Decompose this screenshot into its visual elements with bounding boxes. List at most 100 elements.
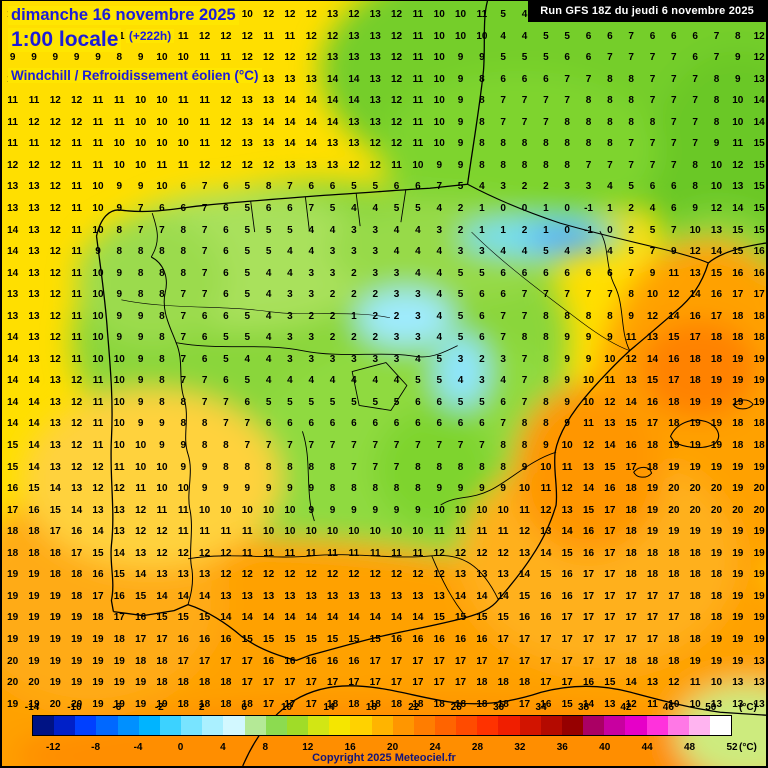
windchill-value: 16 — [540, 590, 552, 602]
windchill-value: 3 — [415, 289, 421, 301]
windchill-value: 13 — [561, 504, 573, 516]
coast-portugal-west — [95, 235, 115, 612]
windchill-value: 12 — [49, 289, 61, 301]
grid-row: 14 14 13 12 11 10 9 9 8 8 7 7 6 6 6 6 6 6 6 6 6 6 6 7 8 8 9 11 13 15 1… — [2, 418, 766, 430]
colorbar-segment — [159, 716, 182, 735]
windchill-value: 8 — [543, 159, 549, 171]
windchill-value: 13 — [753, 73, 765, 85]
windchill-value: 18 — [7, 547, 19, 559]
windchill-value: 14 — [327, 612, 339, 624]
windchill-value: 17 — [497, 655, 509, 667]
colorbar-segment — [54, 716, 76, 735]
windchill-value: 19 — [92, 655, 104, 667]
windchill-value: 13 — [646, 677, 659, 689]
windchill-value: 16 — [518, 612, 531, 624]
windchill-value: 19 — [7, 569, 19, 581]
windchill-value: 11 — [412, 95, 424, 107]
windchill-value: 17 — [369, 677, 381, 689]
windchill-value: 16 — [753, 246, 765, 258]
windchill-value: 17 — [135, 633, 147, 645]
windchill-value: 3 — [372, 224, 379, 236]
windchill-value: 12 — [71, 418, 83, 430]
windchill-value: 12 — [391, 52, 403, 64]
windchill-value: 12 — [625, 698, 637, 710]
windchill-value: 10 — [284, 504, 296, 516]
windchill-value: 4 — [393, 375, 400, 387]
windchill-value: 15 — [28, 483, 40, 495]
windchill-value: 5 — [415, 375, 421, 387]
windchill-value: 13 — [241, 95, 253, 107]
windchill-value: 9 — [457, 116, 464, 128]
windchill-value: 13 — [28, 224, 40, 236]
windchill-value: 7 — [564, 289, 570, 301]
windchill-value: 20 — [732, 504, 744, 516]
windchill-value: 17 — [49, 526, 61, 538]
windchill-value: 14 — [284, 138, 296, 150]
windchill-value: 11 — [412, 30, 424, 42]
windchill-value: 18 — [113, 633, 125, 645]
colorbar-tick-label: 42 — [620, 702, 632, 713]
windchill-value: 9 — [543, 440, 549, 451]
windchill-value: 12 — [220, 547, 232, 559]
windchill-value: 5 — [372, 181, 379, 193]
windchill-value: 12 — [327, 569, 339, 581]
windchill-value: 5 — [500, 52, 506, 64]
windchill-value: 8 — [479, 159, 485, 171]
windchill-value: 12 — [305, 52, 317, 64]
windchill-value: 5 — [372, 396, 379, 408]
windchill-value: 16 — [71, 526, 83, 538]
windchill-value: 18 — [668, 655, 680, 667]
windchill-value: 12 — [263, 159, 275, 171]
windchill-value: 8 — [713, 95, 720, 107]
windchill-value: 2 — [457, 224, 464, 236]
windchill-value: 10 — [454, 30, 467, 42]
windchill-value: 5 — [244, 310, 251, 322]
windchill-value: 10 — [220, 504, 232, 516]
windchill-value: 4 — [244, 353, 251, 365]
windchill-value: 2 — [628, 202, 634, 214]
windchill-value: 18 — [732, 418, 744, 430]
windchill-value: 12 — [220, 159, 232, 171]
windchill-value: 9 — [31, 52, 37, 64]
windchill-value: 13 — [284, 73, 296, 85]
windchill-value: 11 — [71, 246, 82, 258]
windchill-value: 3 — [393, 267, 400, 279]
windchill-value: 13 — [28, 202, 40, 214]
colorbar-tick-label: 12 — [302, 742, 314, 753]
windchill-value: 14 — [540, 547, 552, 559]
windchill-value: 8 — [543, 353, 549, 365]
windchill-value: 18 — [412, 698, 424, 710]
windchill-value: 10 — [263, 526, 275, 538]
windchill-value: 17 — [561, 633, 573, 645]
windchill-value: 12 — [263, 52, 275, 64]
windchill-value: 9 — [137, 375, 144, 387]
windchill-value: 18 — [646, 569, 659, 581]
windchill-value: 14 — [49, 483, 61, 495]
windchill-value: 19 — [28, 590, 40, 602]
windchill-value: 18 — [689, 633, 701, 645]
border-portugal — [150, 256, 193, 605]
windchill-value: 15 — [241, 633, 253, 645]
windchill-value: 8 — [287, 461, 293, 473]
windchill-value: 12 — [49, 202, 61, 214]
windchill-value: 14 — [561, 526, 573, 538]
windchill-value: 13 — [28, 289, 40, 301]
windchill-value: 14 — [177, 590, 189, 602]
windchill-value: 19 — [753, 353, 765, 365]
windchill-value: 13 — [369, 116, 381, 128]
windchill-value: 7 — [500, 418, 506, 430]
windchill-value: 19 — [732, 375, 744, 387]
windchill-value: 5 — [244, 375, 251, 387]
windchill-value: 19 — [113, 698, 125, 710]
windchill-value: 14 — [135, 569, 147, 581]
windchill-value: 12 — [689, 246, 701, 258]
windchill-value: 17 — [582, 612, 595, 624]
windchill-value: 19 — [732, 396, 744, 408]
windchill-value: 10 — [135, 461, 147, 473]
windchill-value: 15 — [540, 569, 552, 581]
colorbar-tick-label: 24 — [429, 742, 441, 753]
windchill-value: 15 — [646, 375, 659, 387]
windchill-value: 7 — [180, 289, 187, 301]
windchill-value: 7 — [393, 440, 400, 451]
